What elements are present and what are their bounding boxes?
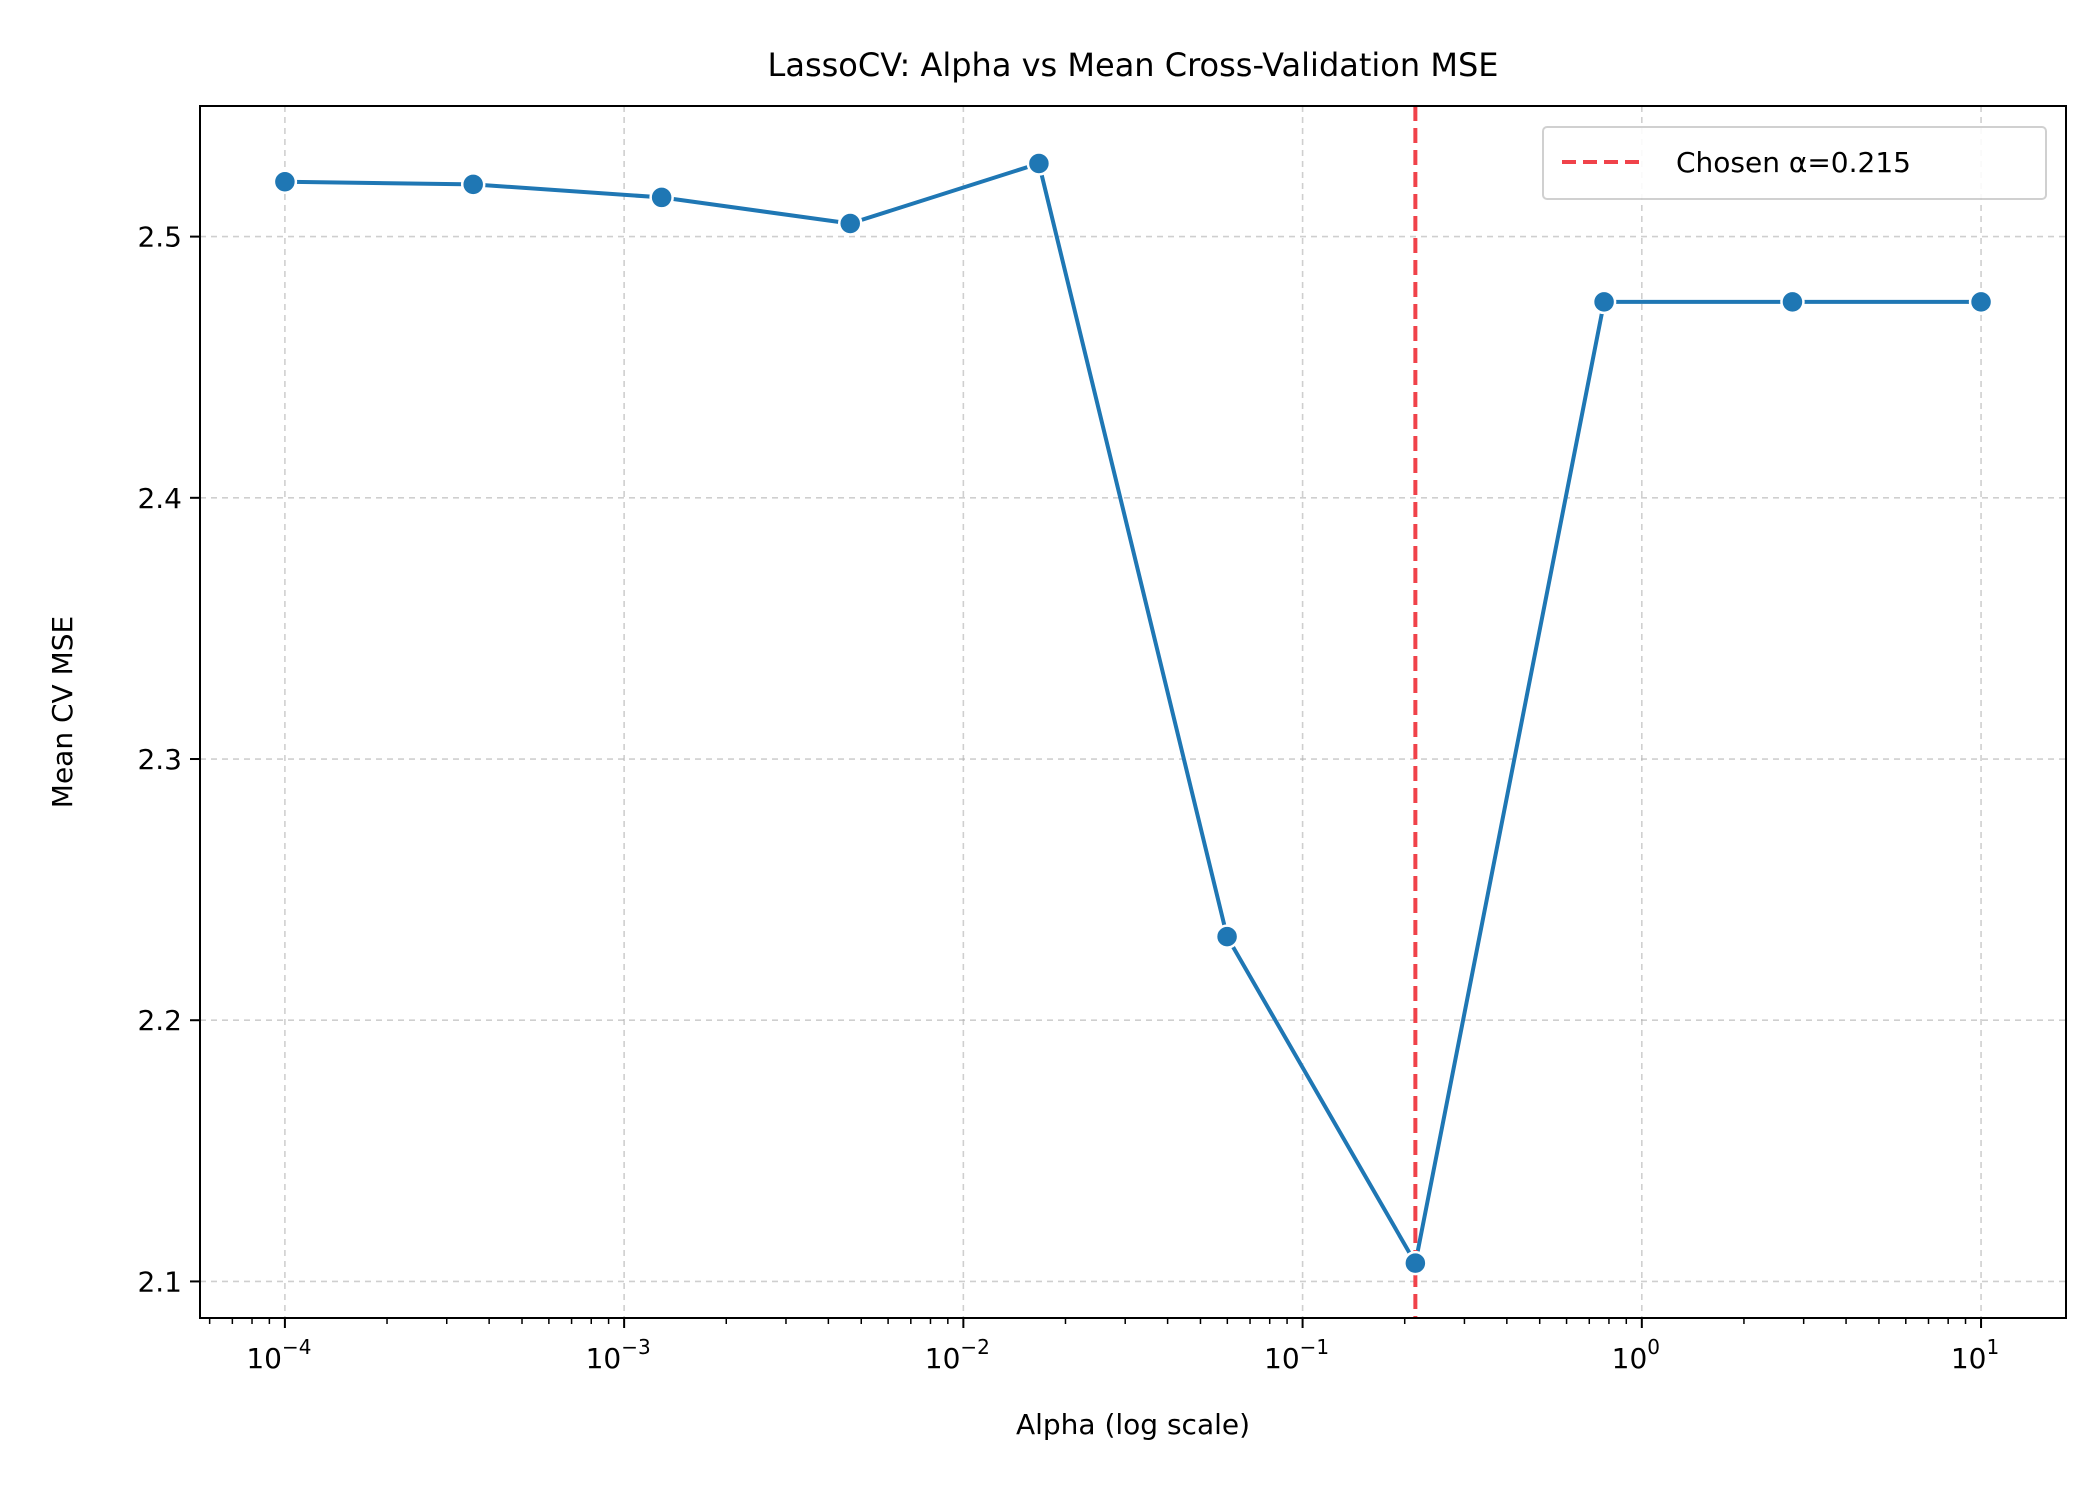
points-layer — [272, 151, 1994, 1276]
legend-box — [1542, 126, 2047, 200]
data-point — [1780, 289, 1805, 315]
data-point — [272, 169, 298, 194]
x-tick-label: 10−2 — [925, 1335, 990, 1375]
chart-title: LassoCV: Alpha vs Mean Cross-Validation … — [768, 46, 1499, 84]
x-tick-label: 100 — [1612, 1335, 1660, 1375]
x-axis-label: Alpha (log scale) — [1016, 1408, 1250, 1441]
x-tick-label: 10−1 — [1264, 1335, 1329, 1375]
data-point — [460, 172, 486, 197]
legend: Chosen α=0.215 — [1542, 126, 2047, 200]
legend-label-chosen-alpha: Chosen α=0.215 — [1676, 146, 1911, 179]
y-axis-ticks: 2.1 2.2 2.3 2.4 2.5 — [137, 221, 200, 1298]
y-tick-label: 2.3 — [137, 743, 182, 776]
data-point — [1968, 289, 1994, 315]
grid-layer — [200, 106, 2066, 1318]
x-tick-label: 10−4 — [246, 1335, 311, 1375]
data-point — [1591, 289, 1617, 315]
data-point — [837, 211, 863, 236]
x-axis-ticks: 10−4 10−3 10−2 10−1 100 101 — [208, 1318, 1999, 1375]
series-layer — [284, 161, 1981, 1266]
y-tick-label: 2.4 — [137, 482, 182, 515]
y-tick-label: 2.5 — [137, 221, 182, 254]
plot-frame — [199, 105, 2067, 1319]
series-line — [284, 161, 1981, 1266]
data-point — [1026, 151, 1052, 176]
y-tick-label: 2.2 — [137, 1004, 182, 1037]
x-tick-label: 10−3 — [586, 1335, 651, 1375]
y-tick-label: 2.1 — [137, 1265, 182, 1298]
x-tick-label: 101 — [1951, 1335, 1999, 1375]
data-point — [1214, 924, 1240, 949]
data-point — [649, 185, 674, 210]
y-axis-label: Mean CV MSE — [46, 616, 79, 808]
data-point — [1403, 1250, 1428, 1276]
